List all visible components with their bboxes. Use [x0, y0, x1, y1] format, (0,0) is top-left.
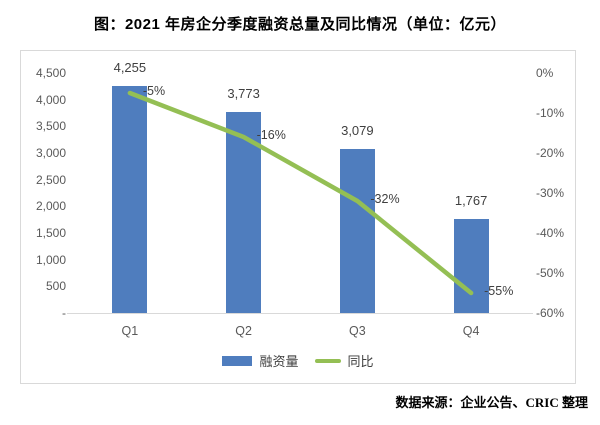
y-axis-right-tick: -60% — [536, 306, 565, 320]
bar-value-label-Q3: 3,079 — [341, 122, 374, 138]
legend-label-financing: 融资量 — [259, 354, 299, 369]
x-axis-label-Q2: Q2 — [235, 324, 252, 338]
legend-bar-swatch-icon — [222, 355, 253, 366]
bar-value-label-Q4: 1,767 — [454, 192, 488, 208]
y-axis-right-tick: -30% — [536, 186, 565, 200]
x-axis-label-Q3: Q3 — [349, 324, 366, 338]
line-value-label-Q1: -5% — [142, 84, 166, 98]
y-axis-left-tick: 3,000 — [35, 146, 66, 160]
y-axis-left-tick: 1,500 — [35, 226, 66, 240]
x-axis-line — [67, 313, 533, 314]
line-value-label-Q3: -32% — [370, 192, 400, 206]
y-axis-left-tick: 3,500 — [35, 119, 66, 134]
legend-line-swatch-icon — [314, 358, 341, 363]
line-value-label-Q4: -55% — [484, 284, 514, 298]
bar-value-label-Q2: 3,773 — [227, 85, 260, 101]
y-axis-left-tick: 4,500 — [35, 66, 66, 80]
data-source: 数据来源：企业公告、CRIC 整理 — [395, 395, 588, 410]
legend-item-yoy: 同比 — [314, 351, 374, 370]
x-axis-label-Q1: Q1 — [121, 324, 139, 338]
line-value-label-Q2: -16% — [256, 128, 286, 142]
legend-item-financing: 融资量 — [222, 351, 299, 370]
bar-Q1 — [112, 86, 148, 313]
y-axis-left-tick: - — [62, 306, 66, 320]
y-axis-right-tick: -10% — [536, 106, 565, 120]
y-axis-right-tick: -40% — [536, 226, 565, 240]
y-axis-left-tick: 2,000 — [35, 199, 66, 214]
y-axis-right-tick: 0% — [536, 66, 554, 80]
x-axis-label-Q4: Q4 — [462, 324, 480, 338]
bar-value-label-Q1: 4,255 — [113, 60, 147, 76]
y-axis-right-tick: -50% — [536, 266, 565, 280]
y-axis-left-tick: 4,000 — [35, 92, 66, 107]
chart-container: 4,500 4,000 3,500 3,000 2,500 2,000 1,500 1,000… — [20, 50, 576, 384]
y-axis-left-tick: 500 — [45, 279, 66, 294]
bar-Q3 — [339, 148, 375, 313]
y-axis-left-tick: 2,500 — [35, 172, 66, 187]
legend: 融资量 同比 — [21, 351, 575, 370]
legend-label-yoy: 同比 — [347, 354, 374, 369]
y-axis-left-tick: 1,000 — [35, 252, 66, 267]
yoy-line — [127, 90, 474, 296]
chart-title: 图：2021 年房企分季度融资总量及同比情况（单位：亿元） — [93, 16, 507, 33]
y-axis-right-tick: -20% — [536, 146, 565, 160]
